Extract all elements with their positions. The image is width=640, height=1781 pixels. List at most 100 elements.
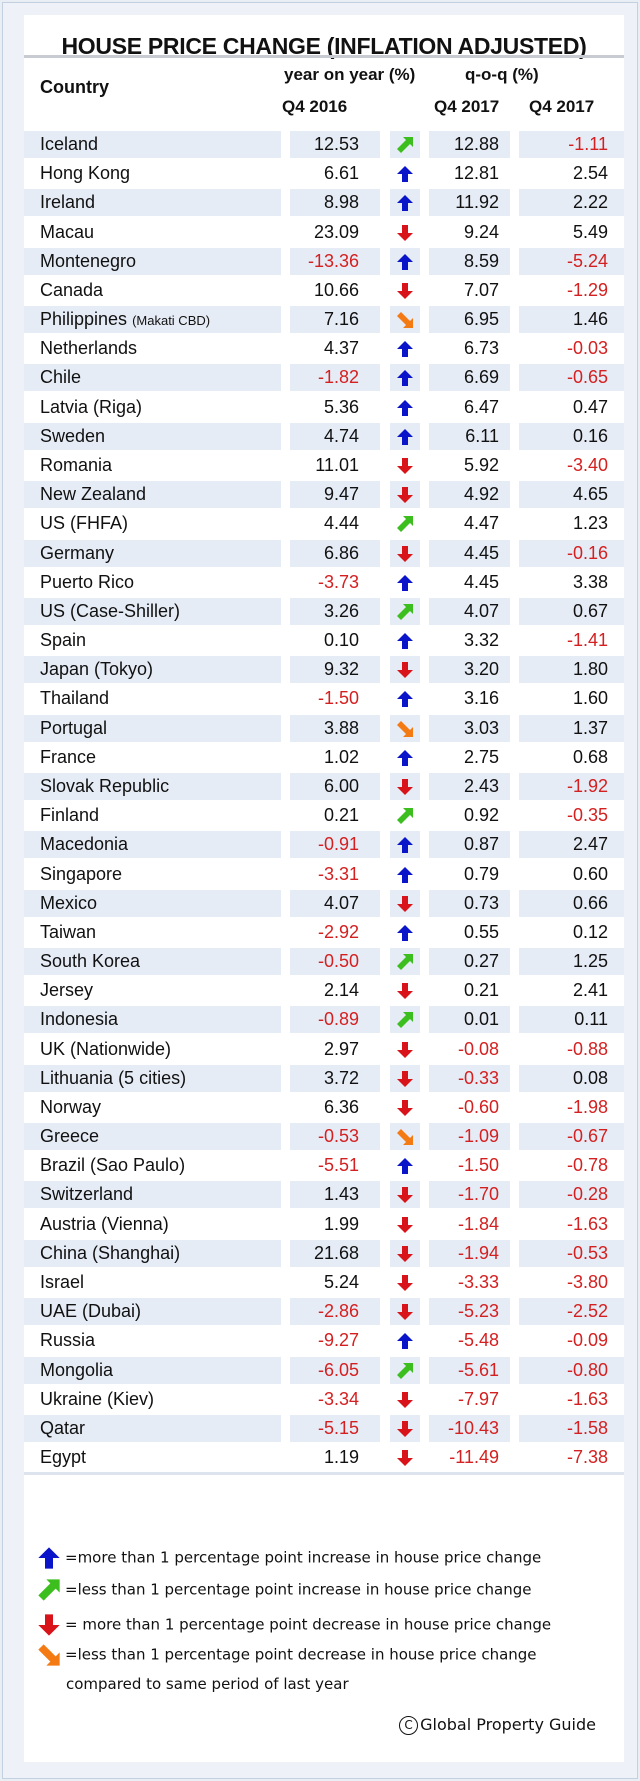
value-q4-2017-qoq: 1.80	[519, 656, 624, 684]
country-label: US (Case-Shiller)	[40, 600, 181, 621]
table-row: Ireland 8.98 11.92 2.22	[24, 188, 624, 217]
country-name: New Zealand	[24, 481, 281, 509]
country-label: Singapore	[40, 863, 123, 884]
country-label: Lithuania (5 cities)	[40, 1067, 187, 1088]
country-name: South Korea	[24, 948, 281, 976]
trend-arrow	[390, 1006, 420, 1034]
trend-arrow	[390, 394, 420, 421]
value-q4-2017-qoq: 0.68	[572, 746, 608, 767]
value-q4-2017-yoy: 12.88	[429, 131, 510, 158]
value-q4-2017-yoy: -1.09	[429, 1123, 510, 1151]
table-row: Latvia (Riga) 5.36 6.47 0.47	[24, 393, 624, 422]
arrow-down-icon	[397, 1420, 413, 1437]
country-name: Canada	[24, 277, 281, 304]
value-q4-2017-qoq: 1.46	[519, 306, 624, 334]
value-q4-2017-yoy: 6.11	[429, 422, 510, 450]
legend-item-green: =less than 1 percentage point increase i…	[37, 1575, 531, 1603]
value-q4-2016: 5.36	[323, 396, 359, 417]
trend-arrow	[390, 277, 420, 304]
arrow-up-right-icon	[397, 516, 413, 533]
country-name: Russia	[24, 1327, 281, 1354]
trend-arrow	[390, 977, 420, 1004]
value-q4-2017-qoq: 0.66	[519, 889, 624, 917]
arrow-down-icon	[397, 1391, 413, 1408]
value-q4-2017-yoy: -1.50	[457, 1155, 499, 1176]
value-q4-2017-yoy: -3.33	[457, 1272, 499, 1293]
country-label: Mongolia	[40, 1359, 114, 1380]
country-label: Montenegro	[40, 250, 137, 271]
arrow-up-right-icon	[397, 137, 413, 153]
table-row: Chile -1.82 6.69 -0.65	[24, 363, 624, 392]
country-label: Sweden	[40, 425, 106, 446]
table-row: Finland 0.21 0.92 -0.35	[24, 801, 624, 830]
copyright-text: Global Property Guide	[420, 1715, 596, 1734]
arrow-down-icon	[397, 1041, 413, 1058]
value-q4-2016: 1.43	[290, 1181, 380, 1209]
table-row: France 1.02 2.75 0.68	[24, 743, 624, 772]
arrow-down-icon	[397, 282, 413, 299]
country-label: UK (Nationwide)	[40, 1038, 172, 1059]
trend-arrow	[390, 160, 420, 187]
table-row: Norway 6.36 -0.60 -1.98	[24, 1093, 624, 1122]
arrow-down-icon	[397, 487, 413, 504]
value-q4-2017-qoq: -1.11	[519, 131, 624, 158]
country-name: Portugal	[24, 714, 281, 742]
value-q4-2016: -0.50	[290, 948, 380, 976]
table-row: Greece -0.53 -1.09 -0.67	[24, 1122, 624, 1151]
arrow-down-icon	[397, 778, 413, 795]
value-q4-2016: -0.89	[290, 1006, 380, 1034]
table-row: Russia -9.27 -5.48 -0.09	[24, 1326, 624, 1355]
trend-arrow	[390, 306, 420, 334]
value-q4-2016: -6.05	[290, 1356, 380, 1384]
trend-arrow	[390, 1269, 420, 1296]
value-q4-2017-qoq: -0.09	[566, 1330, 608, 1351]
arrow-down-right-icon	[38, 1643, 60, 1666]
country-label: Jersey	[40, 980, 94, 1001]
house-price-table-panel: HOUSE PRICE CHANGE (INFLATION ADJUSTED) …	[24, 15, 624, 1762]
legend-item-orange: =less than 1 percentage point decrease i…	[37, 1640, 537, 1668]
table-row: Thailand -1.50 3.16 1.60	[24, 684, 624, 713]
value-q4-2017-qoq: 0.16	[519, 422, 624, 450]
table-row: Taiwan -2.92 0.55 0.12	[24, 918, 624, 947]
value-q4-2017-yoy: 0.55	[463, 921, 499, 942]
trend-arrow	[390, 597, 420, 625]
country-name: Latvia (Riga)	[24, 394, 281, 421]
value-q4-2017-qoq: 2.47	[519, 831, 624, 859]
trend-arrow	[390, 481, 420, 509]
arrow-up-right-icon	[397, 808, 413, 825]
arrow-down-icon	[397, 662, 413, 679]
country-label: Qatar	[40, 1417, 86, 1438]
trend-arrow	[390, 1386, 420, 1413]
country-label: South Korea	[40, 951, 141, 972]
arrow-down-icon	[397, 1275, 413, 1292]
table-row: Brazil (Sao Paulo) -5.51 -1.50 -0.78	[24, 1151, 624, 1180]
country-note: (Makati CBD)	[132, 313, 211, 329]
country-name: Ireland	[24, 189, 281, 217]
country-name: China (Shanghai)	[24, 1239, 281, 1267]
value-q4-2017-qoq: -0.67	[519, 1123, 624, 1151]
value-q4-2017-qoq: -0.16	[519, 539, 624, 567]
table-row: Germany 6.86 4.45 -0.16	[24, 539, 624, 568]
table-row: Hong Kong 6.61 12.81 2.54	[24, 159, 624, 188]
arrow-up-icon	[397, 341, 413, 358]
trend-arrow	[390, 627, 420, 654]
value-q4-2016: 1.19	[323, 1447, 359, 1468]
value-q4-2017-yoy: 0.73	[429, 889, 510, 917]
arrow-down-icon	[397, 1216, 413, 1233]
value-q4-2017-yoy: 6.73	[463, 338, 499, 359]
value-q4-2016: 1.99	[323, 1213, 359, 1234]
value-q4-2017-yoy: 0.92	[463, 805, 499, 826]
value-q4-2017-qoq: 2.22	[519, 189, 624, 217]
country-name: Greece	[24, 1123, 281, 1151]
header-country: Country	[40, 77, 109, 97]
title-divider	[24, 55, 624, 58]
arrow-up-right-icon	[38, 1578, 60, 1601]
legend-note: compared to same period of last year	[66, 1675, 349, 1693]
country-name: Mongolia	[24, 1356, 281, 1384]
trend-arrow	[390, 1123, 420, 1151]
country-label: Germany	[40, 542, 115, 563]
table-row: Austria (Vienna) 1.99 -1.84 -1.63	[24, 1210, 624, 1239]
value-q4-2016: 6.61	[323, 163, 359, 184]
value-q4-2017-qoq: -0.78	[566, 1155, 608, 1176]
value-q4-2017-yoy: 8.59	[429, 247, 510, 275]
